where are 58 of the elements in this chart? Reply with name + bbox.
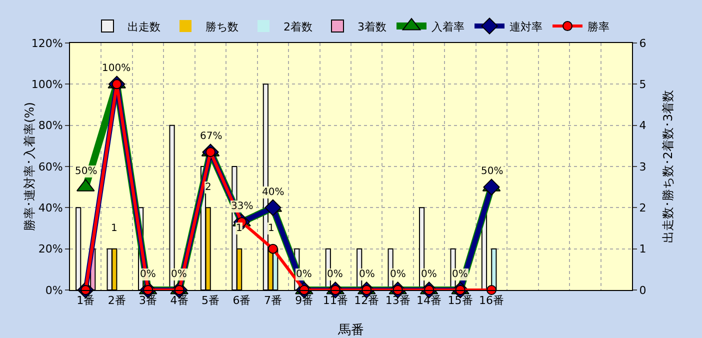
x-tick-label: 1番 xyxy=(76,294,95,308)
y-axis-title: 勝率･連対率･入着率(%) xyxy=(22,102,36,231)
y2-tick-label: 2 xyxy=(639,202,646,215)
legend-label: 勝率 xyxy=(588,20,610,34)
data-label: 100% xyxy=(102,63,131,74)
data-label: 50% xyxy=(75,166,98,177)
y2-tick-label: 1 xyxy=(639,242,646,256)
y2-axis-title: 出走数･勝ち数･2着数･3着数 xyxy=(661,90,675,244)
data-label: 33% xyxy=(231,201,254,212)
y-tick-label: 20% xyxy=(38,242,63,256)
x-tick-label: 16番 xyxy=(479,294,504,308)
x-tick-label: 11番 xyxy=(322,294,348,308)
x-tick-label: 9番 xyxy=(295,294,314,308)
data-label: 0% xyxy=(296,269,312,280)
x-tick-label: 5番 xyxy=(202,294,220,308)
point xyxy=(268,244,278,254)
y2-tick-label: 0 xyxy=(639,284,646,297)
y-tick-label: 0% xyxy=(45,284,63,297)
point xyxy=(483,178,500,196)
y-tick-label: 120% xyxy=(31,36,63,50)
data-label: 1 xyxy=(268,223,274,234)
data-label: 0% xyxy=(452,269,468,280)
data-label: 0% xyxy=(327,269,343,280)
x-tick-label: 3番 xyxy=(139,294,158,308)
y2-tick-label: 5 xyxy=(639,78,646,92)
x-tick-label: 7番 xyxy=(264,294,282,308)
y2-tick-label: 4 xyxy=(639,119,646,132)
legend-label: 3着数 xyxy=(358,20,386,34)
y-tick-label: 100% xyxy=(31,78,63,92)
x-tick-label: 2番 xyxy=(108,294,126,308)
x-tick-label: 4番 xyxy=(170,294,188,308)
data-label: 0% xyxy=(421,269,437,280)
data-label: 1 xyxy=(111,223,118,234)
data-label: 67% xyxy=(200,131,222,142)
legend-label: 勝ち数 xyxy=(206,20,238,34)
y-tick-label: 40% xyxy=(38,202,63,215)
y2-tick-label: 3 xyxy=(639,160,646,174)
data-label: 0% xyxy=(390,269,406,280)
data-label: 50% xyxy=(481,166,504,177)
legend-label: 2着数 xyxy=(284,20,312,34)
x-axis-title: 馬番 xyxy=(337,323,364,338)
data-label: 0% xyxy=(359,269,375,280)
legend-label: 連対率 xyxy=(510,20,542,34)
data-label: 40% xyxy=(262,187,284,198)
point xyxy=(264,199,282,216)
legend-label: 入着率 xyxy=(432,20,464,34)
data-label: 0% xyxy=(140,269,156,280)
x-tick-label: 13番 xyxy=(385,294,410,308)
data-label: 0% xyxy=(171,269,187,280)
x-tick-label: 6番 xyxy=(232,294,251,308)
data-label: 1 xyxy=(236,223,242,234)
x-tick-label: 15番 xyxy=(448,294,473,308)
y-tick-label: 60% xyxy=(38,160,63,174)
y-tick-label: 80% xyxy=(38,119,63,132)
legend-label: 出走数 xyxy=(128,20,160,34)
x-tick-label: 14番 xyxy=(416,294,442,308)
y2-tick-label: 6 xyxy=(639,36,646,50)
data-label: 2 xyxy=(205,182,212,193)
